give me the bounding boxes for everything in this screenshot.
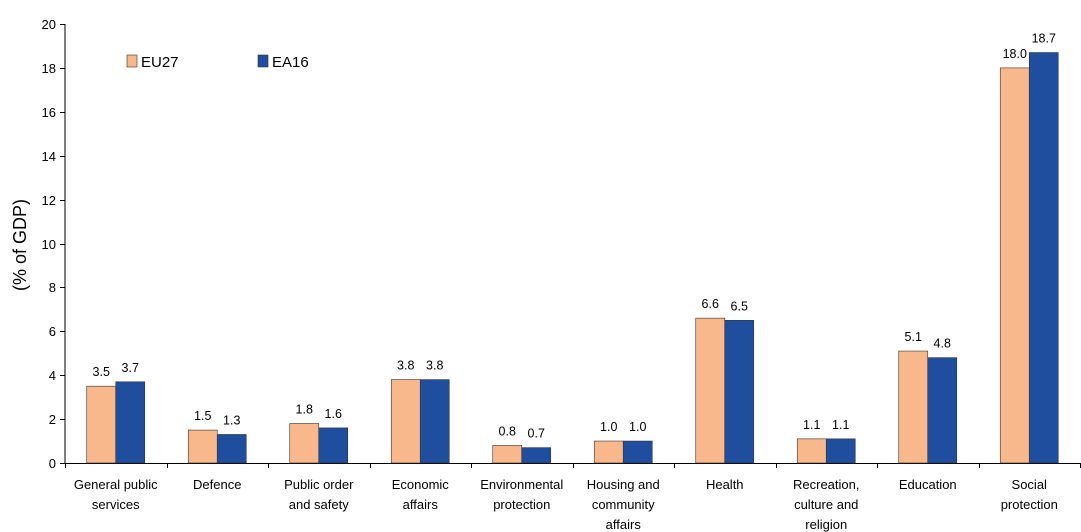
- bar-ea16-4: [521, 447, 552, 464]
- x-tick-label-line: protection: [1001, 497, 1058, 512]
- bar-ea16-8: [927, 357, 958, 464]
- bar-ea16-5: [622, 440, 653, 464]
- legend-swatch-eu27: [126, 54, 138, 68]
- x-axis: General public services Defence Public orde…: [65, 463, 1081, 532]
- data-label: 1.1: [803, 418, 820, 432]
- x-tick-label-line: Housing and: [587, 477, 660, 492]
- y-axis: 0 2 4 6 8 10 12 14 16 18 20: [42, 17, 66, 471]
- x-tick-label: Housing and community affairs: [587, 477, 660, 532]
- x-tick-label: Education: [899, 477, 957, 492]
- bar-eu27-6: [695, 317, 726, 464]
- legend-swatch-ea16: [257, 54, 269, 68]
- bar-ea16-7: [825, 438, 856, 464]
- x-tick-label-line: protection: [493, 497, 550, 512]
- bar-eu27-0: [86, 385, 117, 464]
- y-tick-label: 6: [49, 324, 56, 339]
- bar-ea16-1: [216, 434, 247, 464]
- x-tick-label-line: community: [592, 497, 655, 512]
- data-labels: 3.5 1.5 1.8 3.8 0.8 1.0 6.6 1.1 5.1 18.0 3.7 1.3 1.6…: [93, 32, 1056, 441]
- x-tick-label: Economic affairs: [392, 477, 450, 512]
- y-axis-title: (% of GDP): [10, 199, 30, 291]
- data-label: 18.0: [1003, 47, 1027, 61]
- data-label: 4.8: [934, 337, 951, 351]
- y-tick-label: 4: [49, 368, 56, 383]
- x-tick-label-line: affairs: [403, 497, 439, 512]
- bar-eu27-5: [593, 440, 624, 464]
- data-label: 3.5: [93, 365, 110, 379]
- x-tick-label-line: religion: [805, 517, 847, 532]
- bar-eu27-8: [898, 350, 929, 464]
- bar-ea16-9: [1028, 52, 1059, 464]
- y-tick-label: 20: [42, 17, 56, 32]
- x-tick-label-line: Education: [899, 477, 957, 492]
- data-label: 1.0: [629, 420, 646, 434]
- y-tick-label: 14: [42, 149, 56, 164]
- bar-eu27-7: [796, 438, 827, 464]
- x-tick-label-line: Economic: [392, 477, 450, 492]
- x-tick-label-line: and safety: [289, 497, 349, 512]
- data-label: 5.1: [905, 330, 922, 344]
- x-tick-label-line: Environmental: [480, 477, 563, 492]
- x-tick-label: Health: [706, 477, 744, 492]
- x-tick-label-line: Social: [1012, 477, 1048, 492]
- y-tick-label: 16: [42, 105, 56, 120]
- data-label: 1.3: [223, 413, 240, 427]
- legend-label-ea16: EA16: [272, 54, 309, 71]
- bar-ea16-2: [318, 427, 349, 464]
- x-tick-label: Public order and safety: [284, 477, 354, 512]
- y-tick-label: 12: [42, 193, 56, 208]
- x-tick-label-line: culture and: [794, 497, 858, 512]
- y-tick-label: 0: [49, 456, 56, 471]
- bar-ea16-6: [724, 320, 755, 464]
- data-label: 0.8: [499, 424, 516, 438]
- x-tick-label-line: Public order: [284, 477, 354, 492]
- bar-eu27-9: [999, 67, 1030, 464]
- y-tick-label: 10: [42, 237, 56, 252]
- data-label: 6.6: [702, 297, 719, 311]
- data-label: 1.0: [600, 420, 617, 434]
- y-tick-label: 18: [42, 61, 56, 76]
- x-tick-label-line: Recreation,: [793, 477, 859, 492]
- bar-ea16-3: [419, 379, 450, 464]
- bars: [86, 52, 1059, 464]
- x-tick-label: Social protection: [1001, 477, 1058, 512]
- data-label: 1.8: [296, 402, 313, 416]
- data-label: 18.7: [1032, 32, 1056, 46]
- x-tick-label-line: General public: [74, 477, 158, 492]
- bar-eu27-1: [187, 429, 218, 464]
- x-tick-label-line: services: [92, 497, 140, 512]
- x-tick-label: General public services: [74, 477, 158, 512]
- data-label: 1.1: [832, 418, 849, 432]
- x-tick-label-line: Health: [706, 477, 744, 492]
- bar-eu27-2: [289, 423, 320, 464]
- y-tick-label: 8: [49, 280, 56, 295]
- x-tick-label: Defence: [193, 477, 241, 492]
- data-label: 6.5: [731, 299, 748, 313]
- x-tick-label: Recreation, culture and religion: [793, 477, 859, 532]
- data-label: 1.5: [194, 409, 211, 423]
- x-tick-label: Environmental protection: [480, 477, 563, 512]
- bar-ea16-0: [115, 381, 146, 464]
- legend-label-eu27: EU27: [141, 54, 179, 71]
- legend: EU27 EA16: [126, 54, 309, 71]
- bar-eu27-4: [492, 445, 523, 464]
- x-tick-label-line: Defence: [193, 477, 241, 492]
- data-label: 3.8: [426, 359, 443, 373]
- data-label: 3.8: [397, 359, 414, 373]
- bar-eu27-3: [390, 379, 421, 464]
- data-label: 0.7: [528, 427, 545, 441]
- y-tick-label: 2: [49, 412, 56, 427]
- data-label: 1.6: [325, 407, 342, 421]
- x-tick-label-line: affairs: [606, 517, 642, 532]
- data-label: 3.7: [122, 361, 139, 375]
